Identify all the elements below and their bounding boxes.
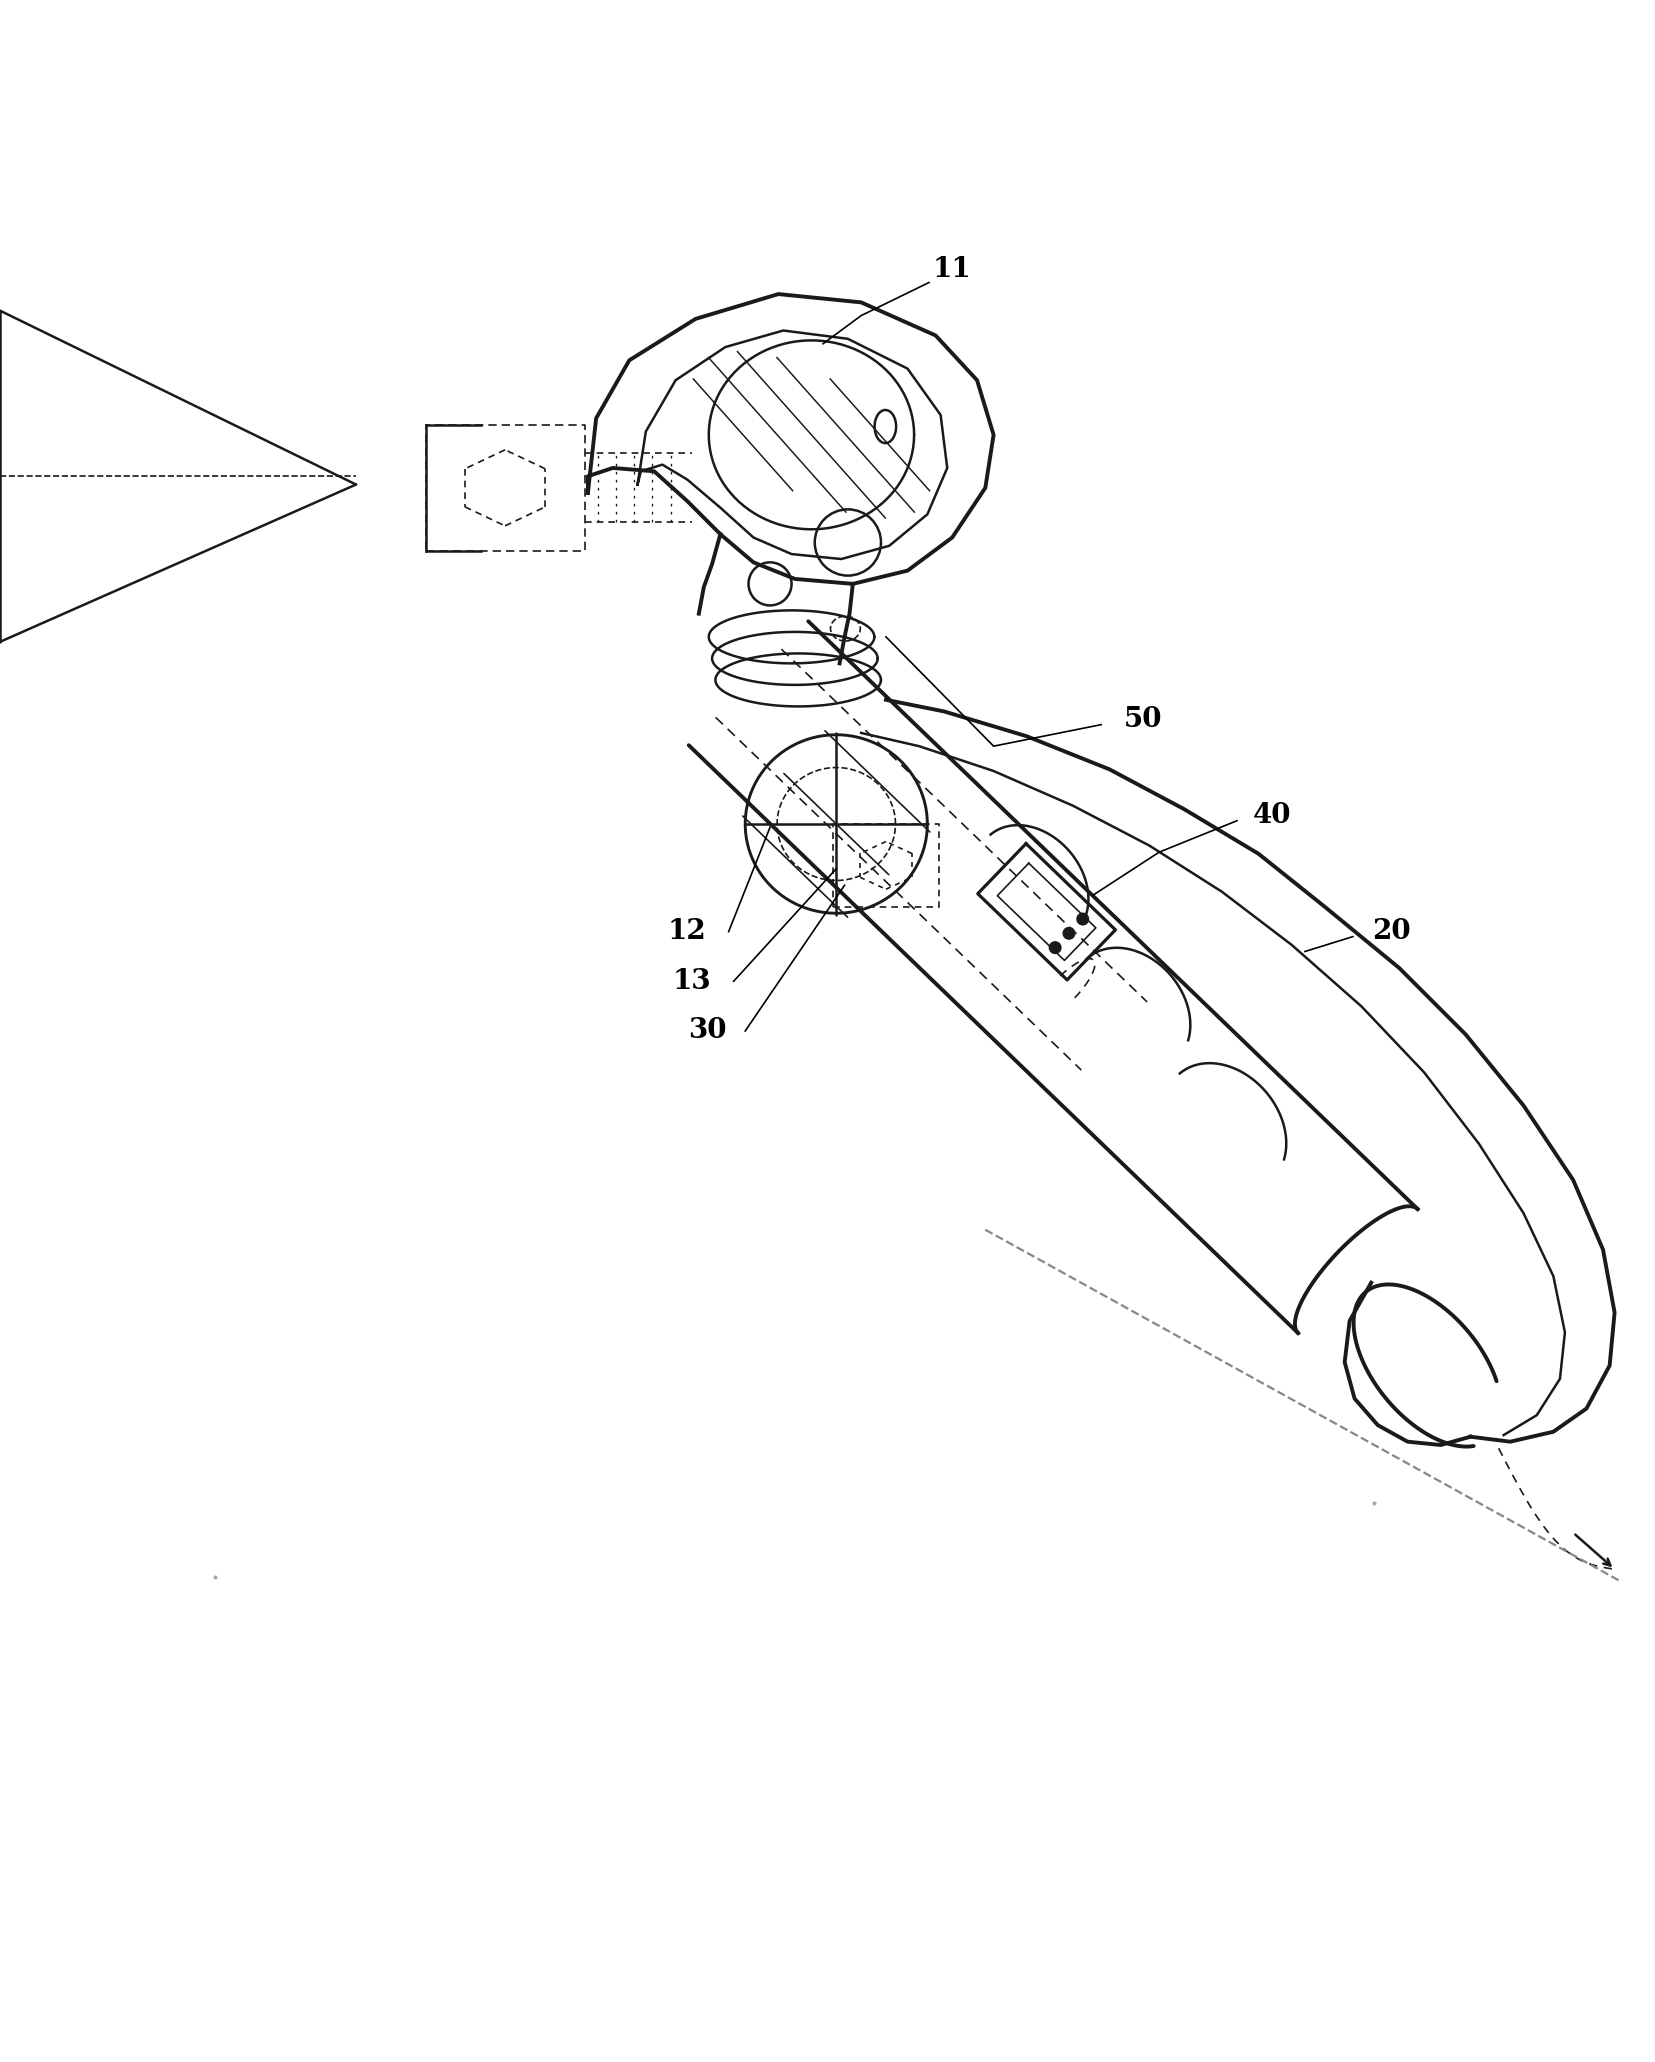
Text: 11: 11	[932, 256, 971, 282]
Text: 12: 12	[667, 918, 707, 944]
Circle shape	[1049, 942, 1061, 953]
Text: 50: 50	[1122, 705, 1162, 734]
Text: 13: 13	[672, 967, 712, 994]
Circle shape	[1063, 928, 1074, 938]
Circle shape	[1076, 913, 1087, 926]
Text: 20: 20	[1370, 918, 1410, 944]
Text: 30: 30	[687, 1017, 727, 1045]
Text: 40: 40	[1251, 802, 1291, 829]
